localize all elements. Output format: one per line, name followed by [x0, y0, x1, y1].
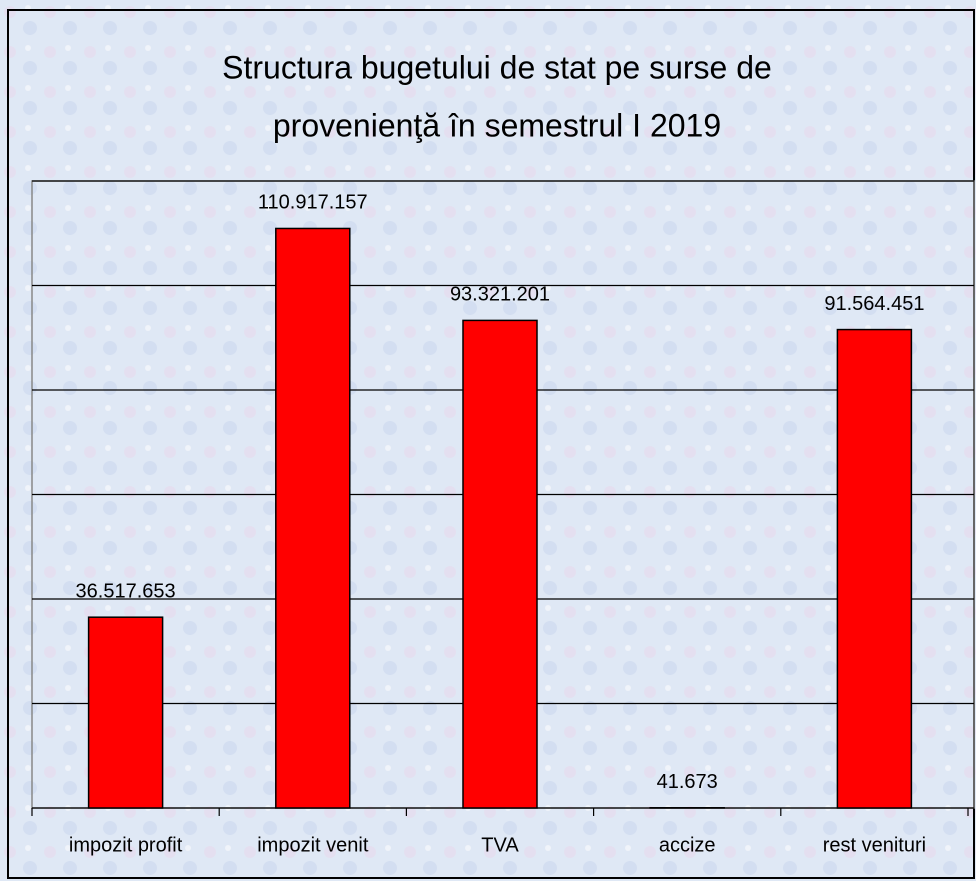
bar: [462, 319, 538, 809]
x-tick-label: accize: [659, 834, 716, 856]
data-label: 36.517.653: [76, 580, 176, 602]
x-tick-label: rest venituri: [823, 834, 926, 856]
chart-title: provenienţă în semestrul I 2019: [273, 107, 721, 143]
data-label: 41.673: [657, 771, 718, 793]
chart-title: Structura bugetului de stat pe surse de: [222, 49, 772, 85]
bar: [836, 328, 913, 809]
data-label: 93.321.201: [450, 284, 550, 306]
x-tick-label: impozit profit: [69, 834, 183, 856]
bar: [275, 227, 351, 809]
x-tick-label: impozit venit: [257, 834, 369, 856]
bar: [87, 616, 164, 809]
x-tick-label: TVA: [481, 834, 519, 856]
data-label: 91.564.451: [824, 293, 924, 315]
data-label: 110.917.157: [258, 192, 368, 214]
